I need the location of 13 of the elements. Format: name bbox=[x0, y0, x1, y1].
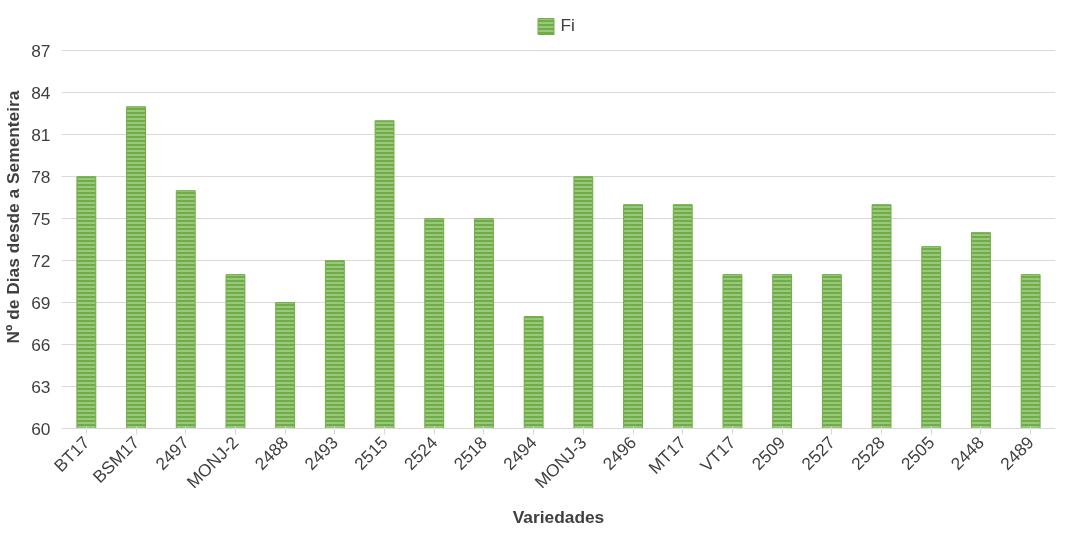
legend-label: Fi bbox=[560, 15, 576, 36]
y-tick-label: 87 bbox=[31, 40, 51, 61]
y-tick-label: 84 bbox=[31, 82, 51, 103]
y-tick-label: 60 bbox=[31, 418, 51, 439]
y-tick-label: 69 bbox=[31, 292, 51, 313]
y-tick-label: 66 bbox=[31, 334, 51, 355]
y-tick-label: 81 bbox=[31, 124, 51, 145]
y-tick-label: 63 bbox=[31, 376, 51, 397]
y-tick-label: 75 bbox=[31, 208, 51, 229]
y-axis-title: Nº de Dias desde a Sementeira bbox=[3, 90, 24, 344]
y-tick-label: 72 bbox=[31, 250, 51, 271]
x-axis-title: Variedades bbox=[512, 507, 605, 528]
y-tick-label: 78 bbox=[31, 166, 51, 187]
